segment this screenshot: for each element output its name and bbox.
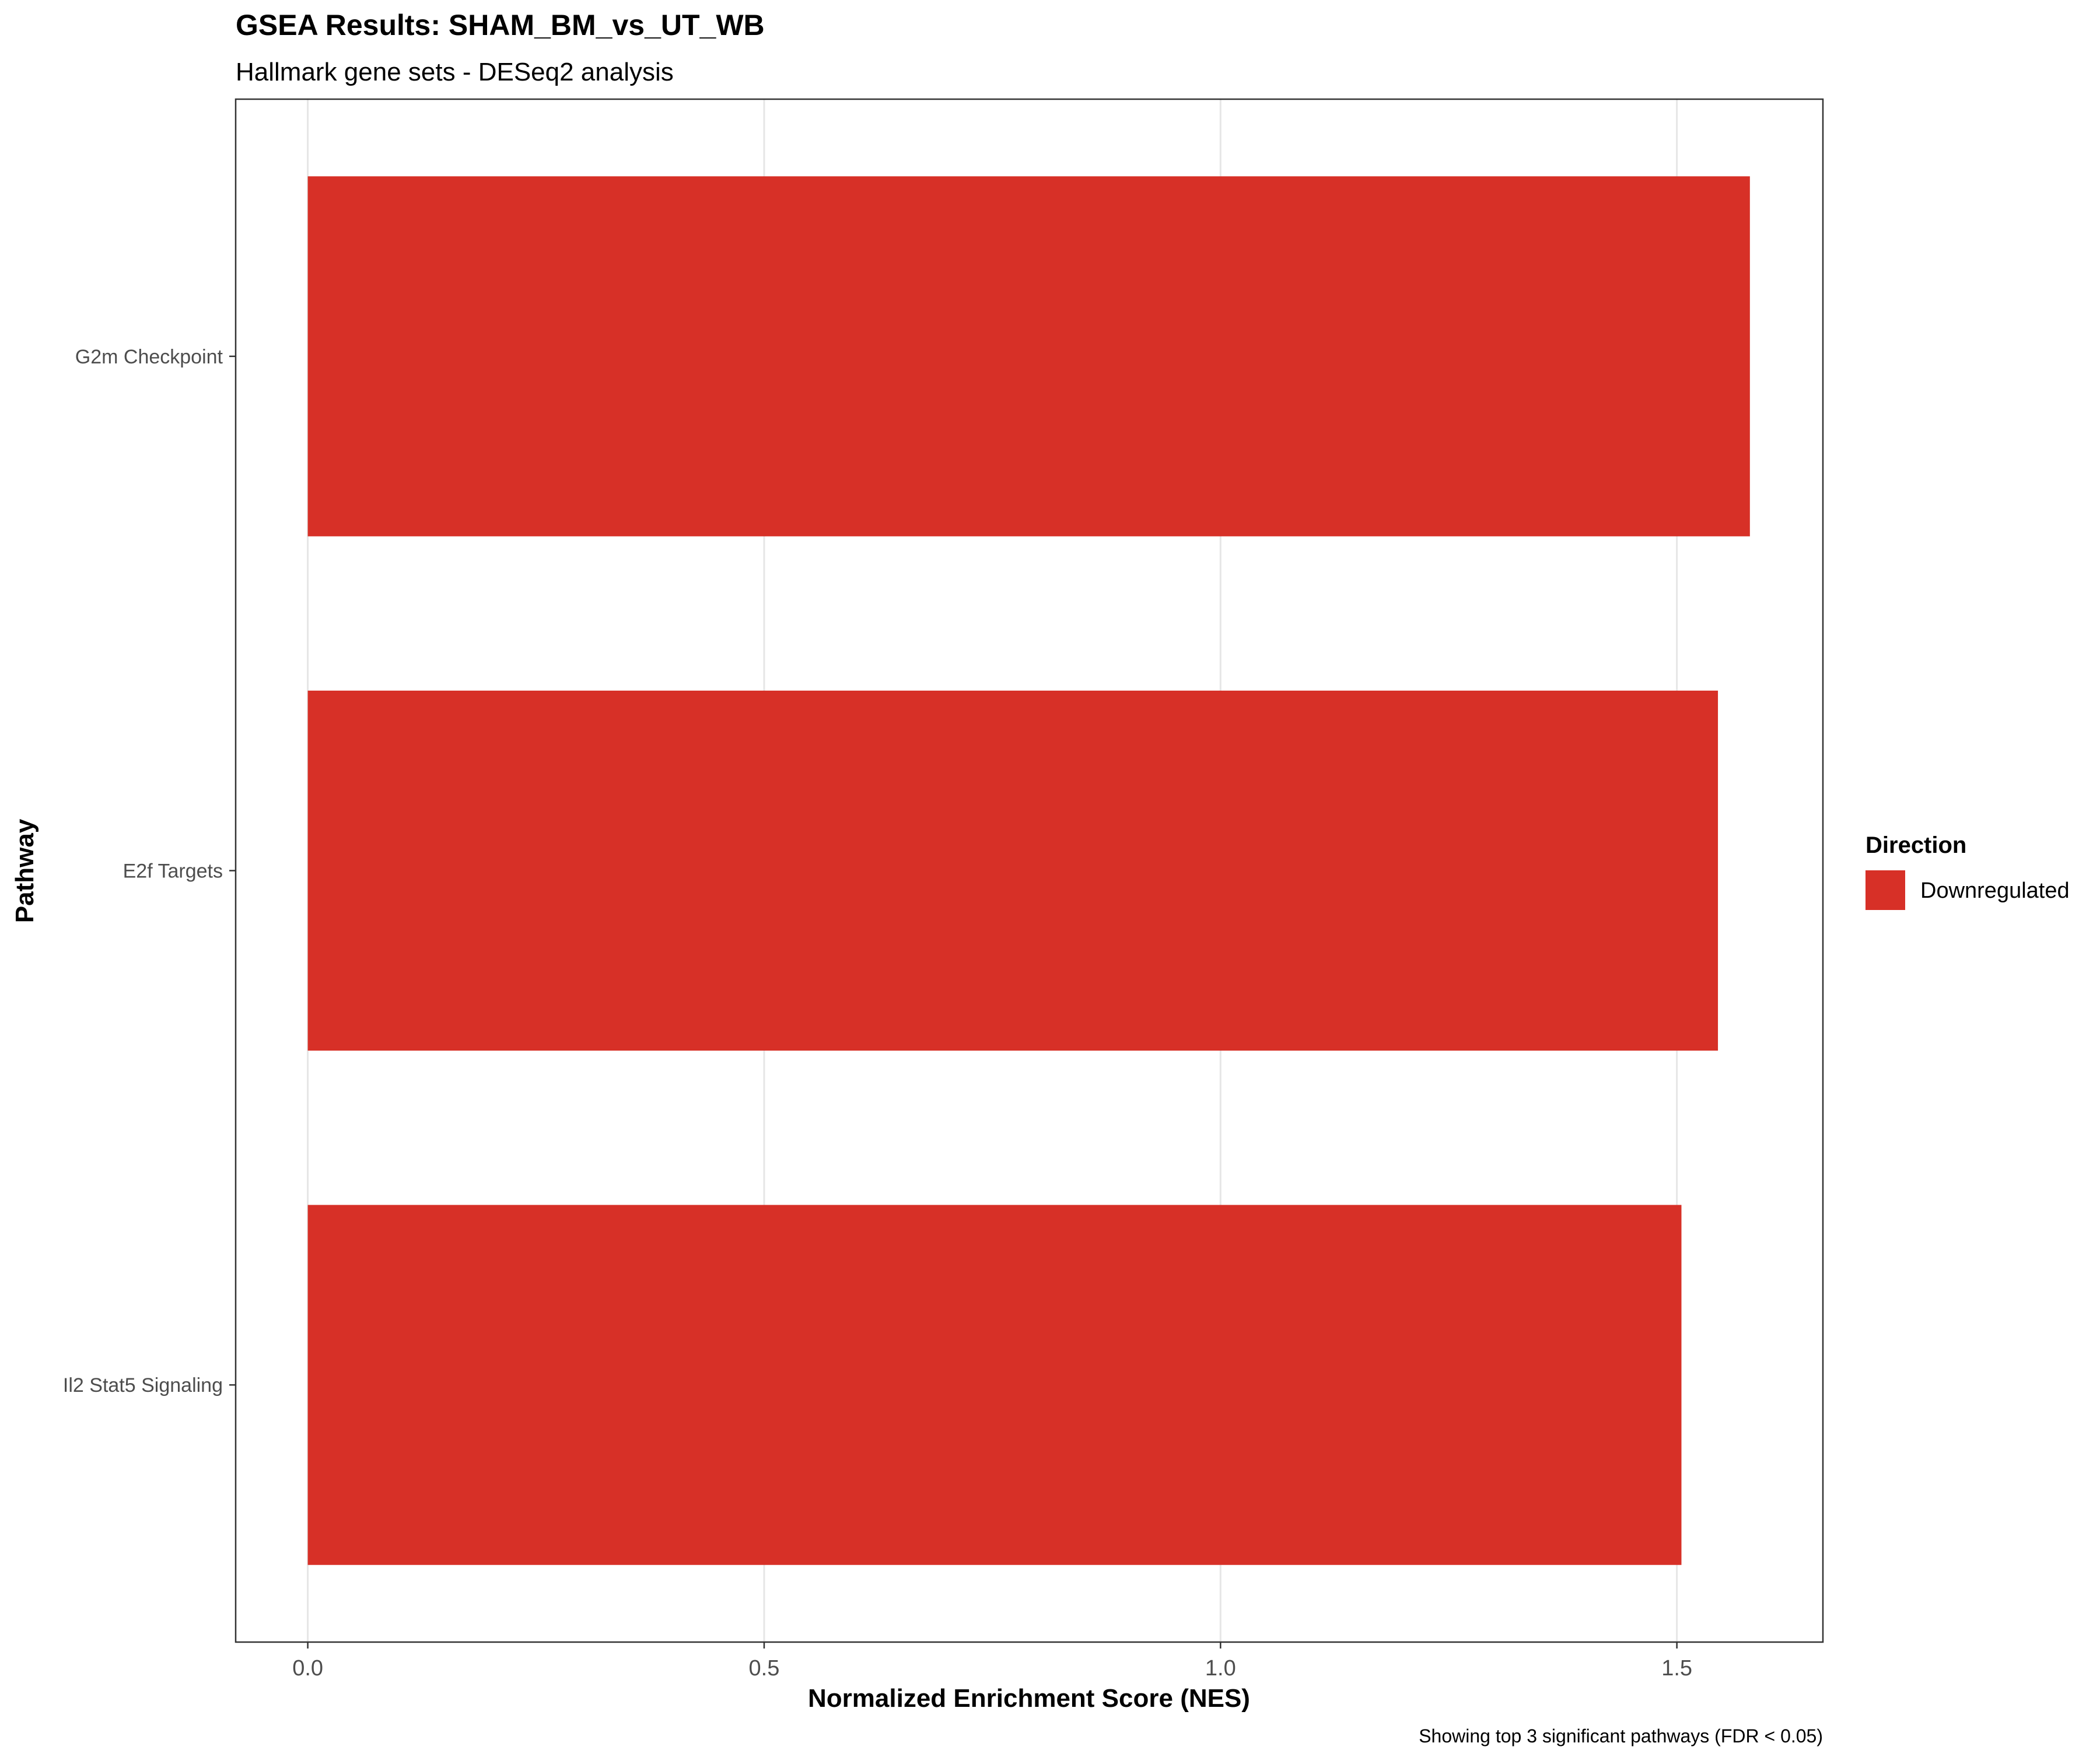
legend-label: Downregulated bbox=[1920, 878, 2070, 903]
x-axis-ticks: 0.0 0.5 1.0 1.5 bbox=[292, 1642, 1692, 1681]
y-tick-label: E2f Targets bbox=[123, 860, 223, 883]
y-tick-label: G2m Checkpoint bbox=[75, 346, 223, 368]
legend-swatch bbox=[1866, 870, 1905, 910]
bar bbox=[307, 690, 1718, 1051]
x-tick-label: 0.0 bbox=[292, 1656, 323, 1681]
chart-caption: Showing top 3 significant pathways (FDR … bbox=[1419, 1726, 1823, 1746]
y-axis-title: Pathway bbox=[10, 818, 39, 923]
chart-subtitle: Hallmark gene sets - DESeq2 analysis bbox=[236, 58, 674, 86]
legend: Direction Downregulated bbox=[1866, 832, 2070, 910]
x-tick-label: 0.5 bbox=[749, 1656, 780, 1681]
y-axis-ticks: G2m Checkpoint E2f Targets Il2 Stat5 Signa… bbox=[63, 346, 236, 1396]
chart-title: GSEA Results: SHAM_BM_vs_UT_WB bbox=[236, 9, 765, 41]
legend-title: Direction bbox=[1866, 832, 1966, 858]
bar bbox=[307, 1205, 1682, 1565]
x-tick-label: 1.5 bbox=[1661, 1656, 1692, 1681]
bars bbox=[307, 176, 1750, 1565]
bar bbox=[307, 176, 1750, 537]
y-tick-label: Il2 Stat5 Signaling bbox=[63, 1374, 223, 1396]
legend-items: Downregulated bbox=[1866, 870, 2070, 910]
x-axis-title: Normalized Enrichment Score (NES) bbox=[808, 1684, 1250, 1713]
x-tick-label: 1.0 bbox=[1205, 1656, 1236, 1681]
